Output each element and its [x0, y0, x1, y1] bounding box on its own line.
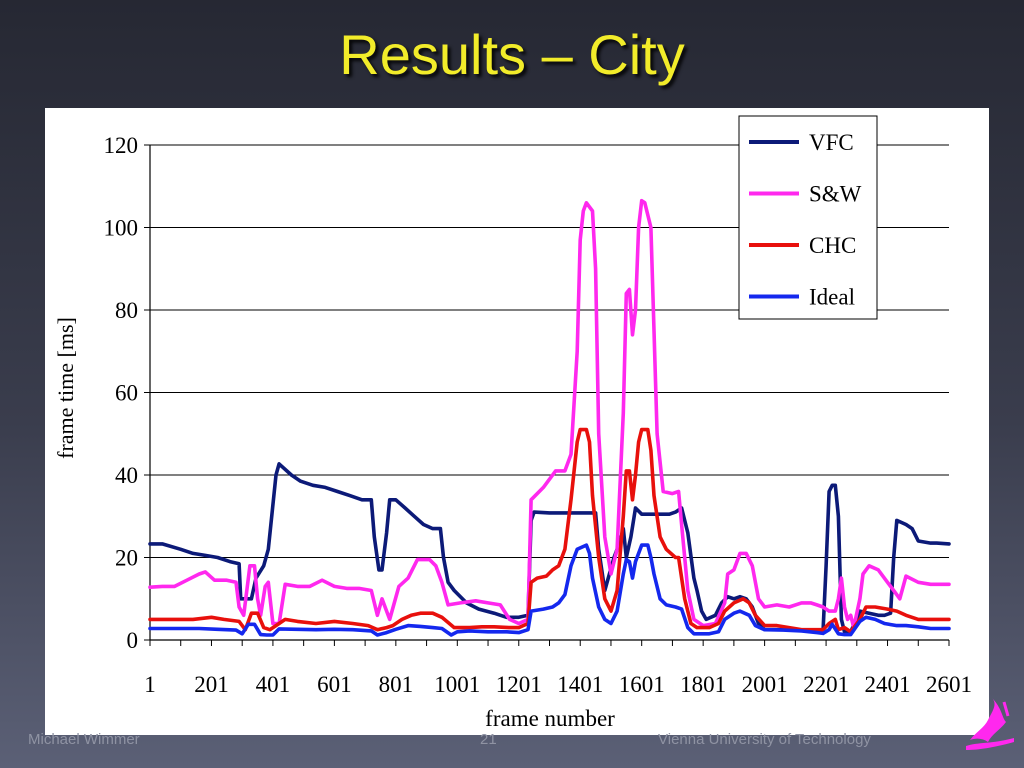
- axes: [144, 144, 950, 646]
- series-lines: [148, 198, 951, 637]
- logo-icon: [966, 698, 1014, 750]
- x-tick-label: 1201: [496, 672, 542, 697]
- series-line-s-w: [148, 198, 951, 630]
- legend: VFC S&W CHC Ideal: [738, 115, 878, 320]
- legend-entry: VFC: [809, 130, 854, 155]
- legend-entry: Ideal: [809, 285, 855, 310]
- x-axis-label: frame number: [485, 706, 615, 731]
- y-tick-label: 80: [115, 298, 138, 323]
- y-axis-label: frame time [ms]: [53, 317, 78, 459]
- y-tick-label: 20: [115, 546, 138, 571]
- chart-panel: 0 20 40 60 80 100 120 1 201 401 601 801 1001 1201 1401…: [45, 108, 989, 735]
- y-tick-label: 60: [115, 381, 138, 406]
- series-line-ideal: [148, 543, 951, 637]
- footer-page-number: 21: [480, 731, 497, 748]
- gridlines: [150, 144, 949, 558]
- x-tick-label: 2601: [926, 672, 972, 697]
- y-tick-label: 100: [104, 216, 139, 241]
- footer-organization: Vienna University of Technology: [658, 731, 871, 748]
- x-tick-label: 801: [379, 672, 414, 697]
- series-line-chc: [148, 427, 951, 634]
- legend-entry: CHC: [809, 233, 856, 258]
- y-tick-label: 0: [127, 628, 139, 653]
- x-tick-label: 2201: [803, 672, 849, 697]
- x-tick-label: 1601: [619, 672, 665, 697]
- slide-title: Results – City: [339, 23, 685, 86]
- x-tick-label: 1401: [557, 672, 603, 697]
- x-tick-label: 401: [256, 672, 291, 697]
- x-tick-label: 601: [317, 672, 352, 697]
- y-tick-label: 120: [104, 133, 139, 158]
- footer-author: Michael Wimmer: [28, 731, 140, 748]
- x-tick-label: 2401: [865, 672, 911, 697]
- x-tick-label: 1801: [680, 672, 726, 697]
- x-tick-label: 1: [144, 672, 156, 697]
- x-tick-label: 2001: [742, 672, 788, 697]
- legend-box: [738, 115, 878, 320]
- y-tick-label: 40: [115, 463, 138, 488]
- x-tick-label: 201: [194, 672, 229, 697]
- x-tick-label: 1001: [434, 672, 480, 697]
- legend-entry: S&W: [809, 182, 862, 207]
